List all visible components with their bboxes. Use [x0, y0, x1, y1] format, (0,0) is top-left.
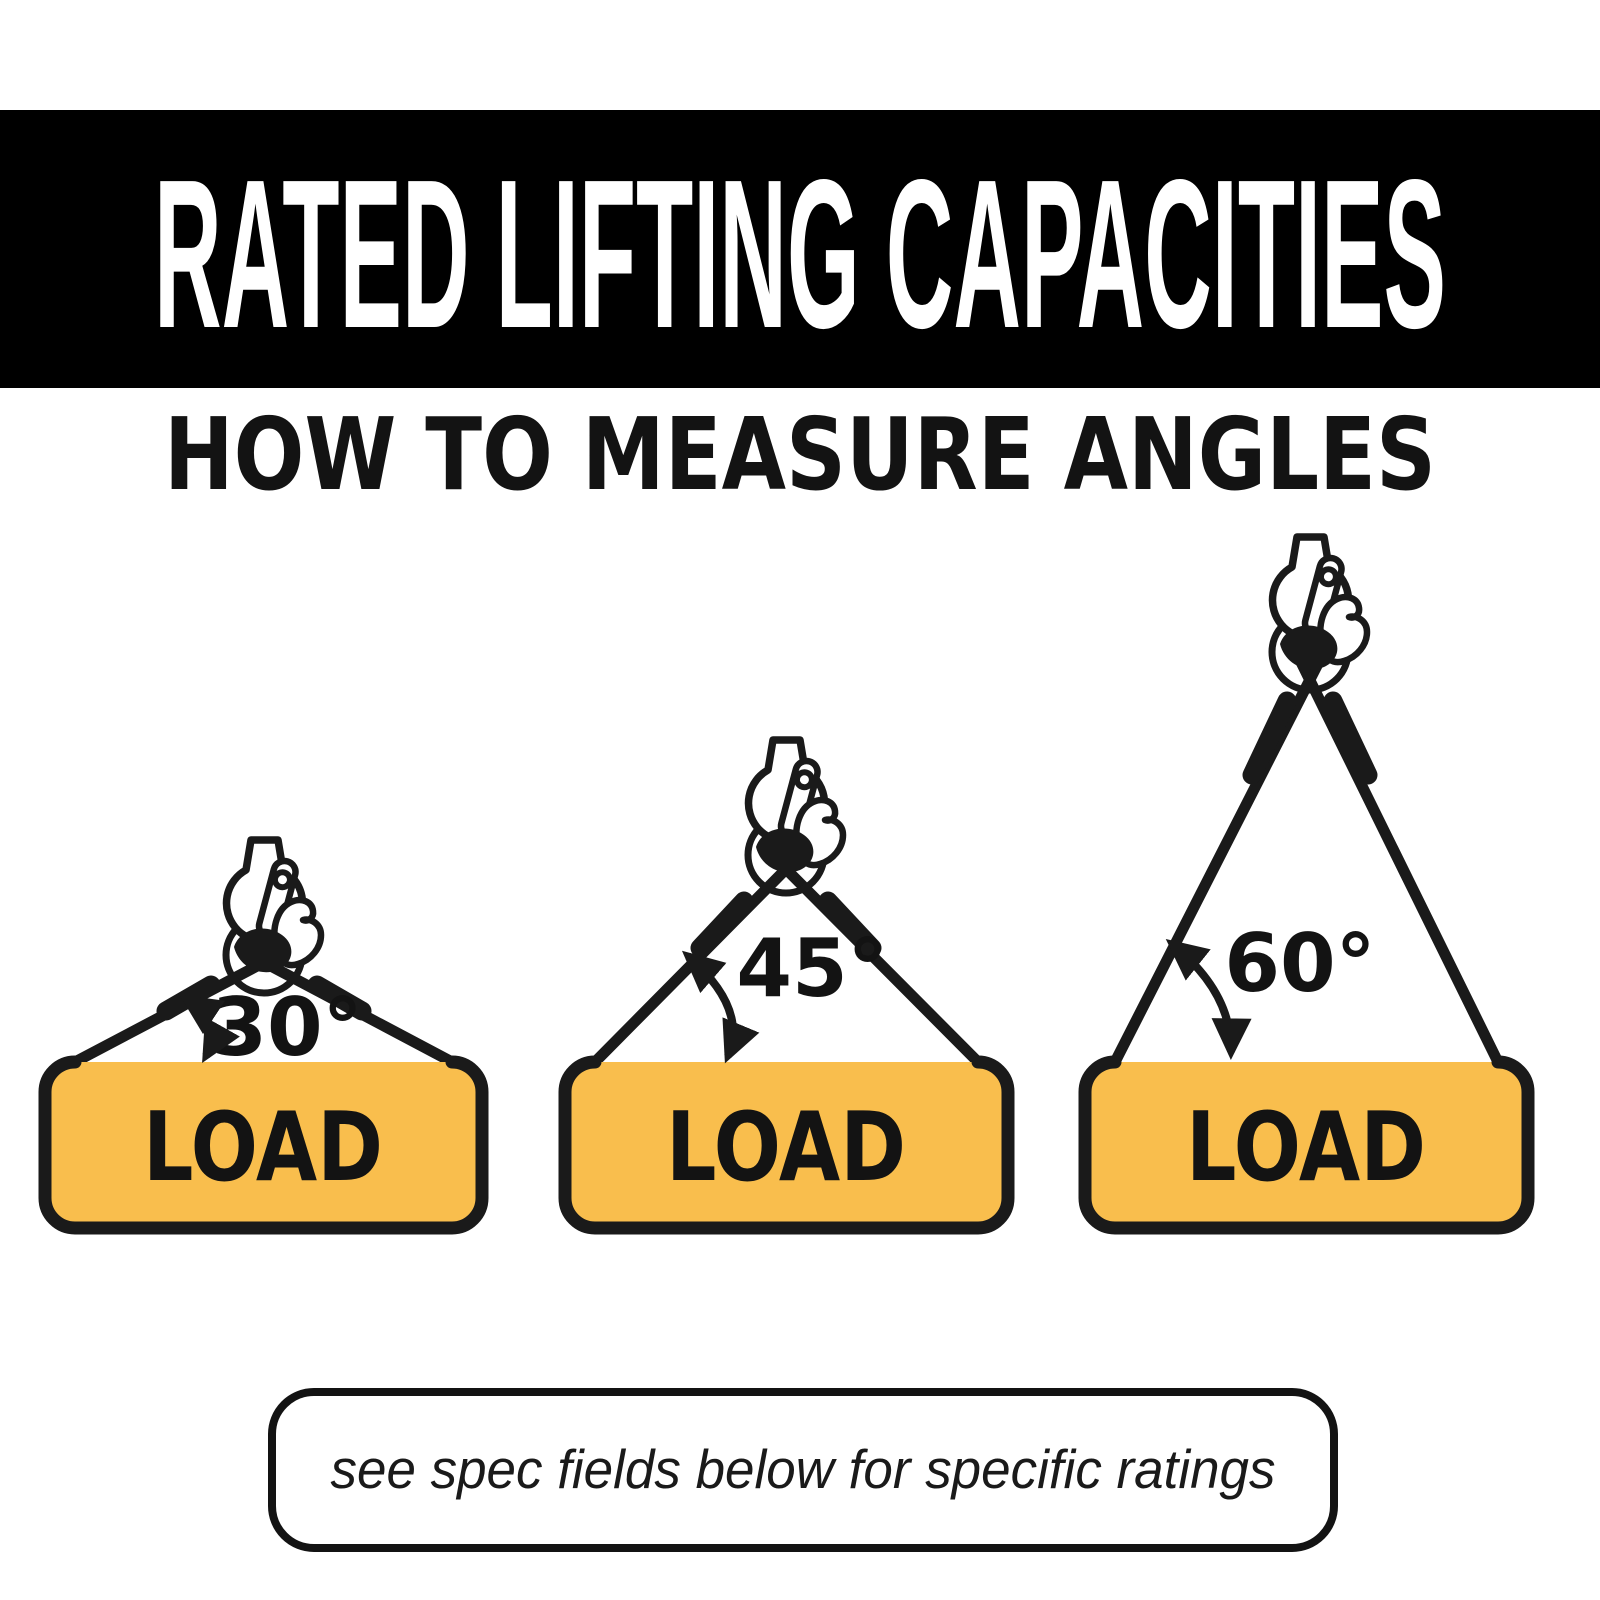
load-box [565, 1062, 1008, 1228]
sling-eye-splice-left [690, 891, 754, 958]
angle-arrow [1165, 939, 1252, 1060]
load-box-border [558, 1055, 1015, 1235]
load-label: LOAD [666, 1093, 906, 1203]
load-box [1085, 1062, 1528, 1228]
load-label: LOAD [143, 1093, 383, 1203]
angle-arrow [681, 950, 760, 1064]
angle-label: 30° [211, 981, 362, 1074]
load-box-border [38, 1055, 489, 1235]
load-box-border [1078, 1055, 1535, 1235]
angle-label: 45° [736, 922, 887, 1015]
page-title: RATED LIFTING CAPACITIES [154, 135, 1446, 372]
page-subtitle: HOW TO MEASURE ANGLES [164, 396, 1436, 513]
sling-eye-splice-right [818, 891, 882, 958]
sling-eye-splice-left [1242, 691, 1297, 785]
title-banner [0, 110, 1600, 388]
footnote-box: see spec fields below for specific ratin… [268, 1388, 1338, 1552]
diagram-30-degrees: LOAD 30° [38, 840, 489, 1235]
sling-left [1109, 646, 1330, 1068]
footnote-border [268, 1388, 1338, 1552]
footnote-text: see spec fields below for specific ratin… [331, 1438, 1276, 1500]
load-box [45, 1062, 482, 1228]
angle-label: 60° [1224, 917, 1375, 1010]
sling-eye-splice-right [1323, 691, 1378, 785]
diagram-45-degrees: LOAD 45° [558, 740, 1015, 1235]
sling-right [1290, 646, 1504, 1068]
angle-arrow [179, 994, 240, 1063]
diagram-60-degrees: LOAD 60° [1078, 537, 1535, 1235]
sling-eye-splice-right [307, 975, 372, 1021]
load-label: LOAD [1186, 1093, 1426, 1203]
